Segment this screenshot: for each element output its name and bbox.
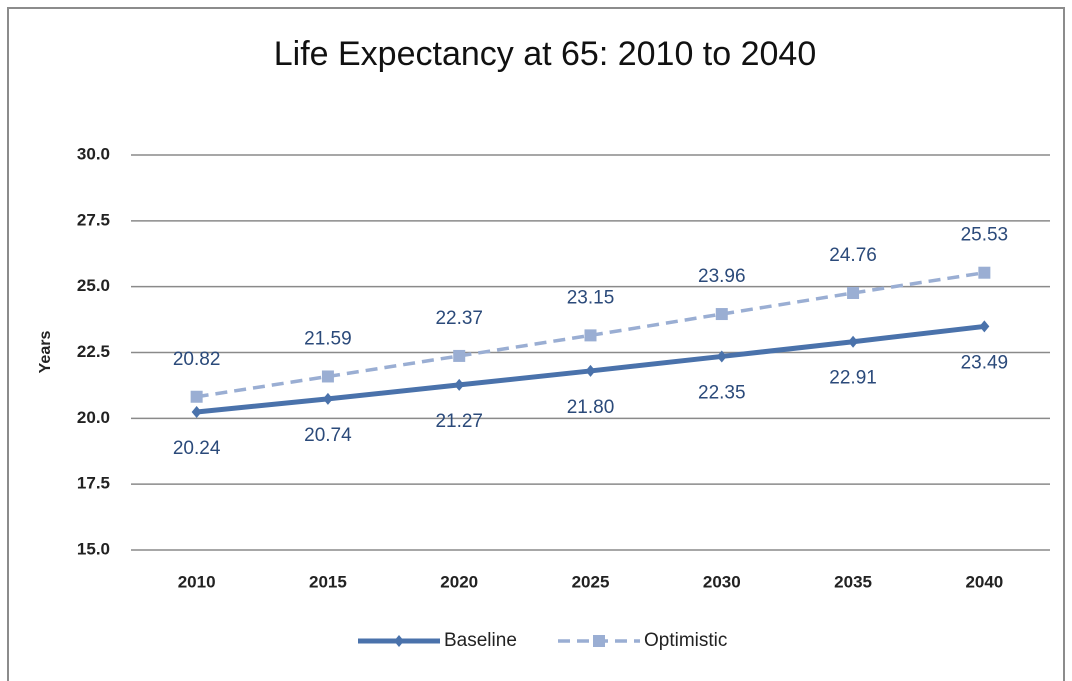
chart-title: Life Expectancy at 65: 2010 to 2040 bbox=[274, 35, 817, 73]
data-point bbox=[715, 308, 728, 321]
y-tick-label: 17.5 bbox=[77, 474, 110, 493]
data-label: 21.80 bbox=[567, 397, 615, 418]
data-label: 23.96 bbox=[698, 266, 746, 287]
data-point bbox=[979, 320, 990, 333]
x-tick-label: 2035 bbox=[834, 572, 872, 591]
data-point bbox=[453, 349, 466, 362]
data-label: 22.91 bbox=[829, 368, 877, 389]
data-label: 20.24 bbox=[173, 438, 221, 459]
data-label: 22.37 bbox=[435, 308, 483, 329]
y-tick-label: 25.0 bbox=[77, 276, 110, 295]
x-tick-label: 2040 bbox=[965, 572, 1003, 591]
data-point bbox=[978, 266, 991, 279]
data-label: 20.74 bbox=[304, 425, 352, 446]
data-point bbox=[321, 370, 334, 383]
y-axis-label: Years bbox=[37, 331, 54, 374]
data-point bbox=[454, 378, 465, 391]
x-tick-label: 2010 bbox=[178, 572, 216, 591]
data-label: 20.82 bbox=[173, 349, 221, 370]
legend-marker bbox=[394, 635, 404, 647]
y-tick-label: 15.0 bbox=[77, 539, 110, 558]
x-tick-label: 2020 bbox=[440, 572, 478, 591]
data-point bbox=[322, 392, 333, 405]
data-label: 23.49 bbox=[961, 352, 1009, 373]
x-tick-label: 2015 bbox=[309, 572, 347, 591]
y-tick-label: 20.0 bbox=[77, 408, 110, 427]
data-label: 25.53 bbox=[961, 225, 1009, 246]
data-label: 24.76 bbox=[829, 245, 877, 266]
y-tick-label: 30.0 bbox=[77, 144, 110, 163]
data-label: 22.35 bbox=[698, 382, 746, 403]
legend-label: Baseline bbox=[444, 630, 517, 651]
data-label: 23.15 bbox=[567, 287, 615, 308]
data-point bbox=[847, 286, 860, 299]
legend-label: Optimistic bbox=[644, 630, 727, 651]
legend-marker bbox=[593, 635, 605, 647]
data-point bbox=[584, 329, 597, 342]
data-point bbox=[190, 390, 203, 403]
x-tick-label: 2030 bbox=[703, 572, 741, 591]
data-label: 21.27 bbox=[435, 411, 483, 432]
y-tick-label: 22.5 bbox=[77, 342, 110, 361]
data-point bbox=[848, 335, 859, 348]
y-tick-label: 27.5 bbox=[77, 210, 110, 229]
x-tick-label: 2025 bbox=[572, 572, 610, 591]
data-point bbox=[191, 406, 202, 419]
chart-frame bbox=[7, 7, 1065, 681]
data-point bbox=[716, 350, 727, 363]
data-label: 21.59 bbox=[304, 328, 352, 349]
data-point bbox=[585, 364, 596, 377]
